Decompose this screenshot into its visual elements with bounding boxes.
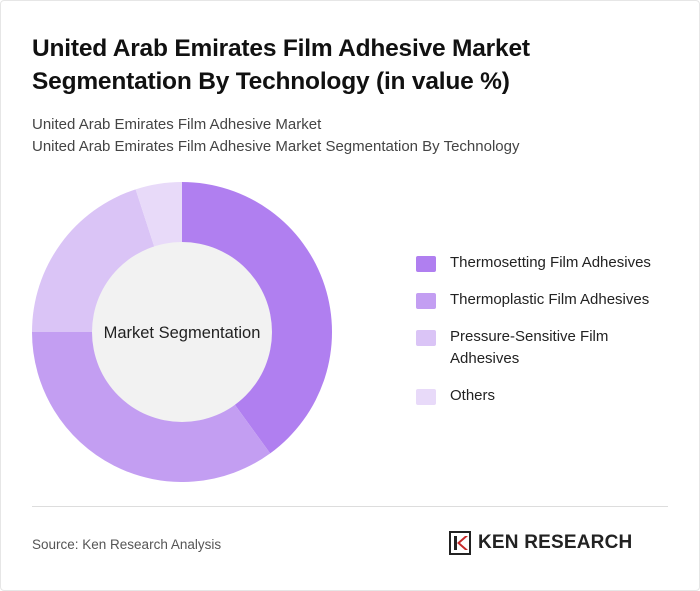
brand-logo: KEN RESEARCH bbox=[448, 530, 632, 556]
source-note: Source: Ken Research Analysis bbox=[32, 537, 222, 552]
donut-center-label: Market Segmentation bbox=[104, 324, 261, 342]
donut-hole bbox=[92, 242, 272, 422]
ken-research-logo-icon bbox=[449, 531, 471, 555]
legend-swatch bbox=[416, 293, 436, 309]
legend-label: Pressure-Sensitive Film Adhesives bbox=[450, 328, 609, 367]
chart-legend: Thermosetting Film Adhesives Thermoplast… bbox=[416, 252, 676, 422]
brand-name: KEN RESEARCH bbox=[478, 532, 633, 553]
footer-divider bbox=[32, 506, 668, 507]
subtitle-line-1: United Arab Emirates Film Adhesive Marke… bbox=[32, 116, 322, 133]
chart-title: United Arab Emirates Film Adhesive Marke… bbox=[32, 35, 530, 95]
chart-subtitle: United Arab Emirates Film Adhesive Marke… bbox=[32, 114, 672, 158]
legend-item-thermoplastic: Thermoplastic Film Adhesives bbox=[416, 289, 676, 311]
legend-label: Others bbox=[450, 387, 496, 404]
legend-item-thermosetting: Thermosetting Film Adhesives bbox=[416, 252, 676, 274]
legend-item-pressure-sensitive: Pressure-Sensitive Film Adhesives bbox=[416, 326, 676, 370]
legend-label: Thermoplastic Film Adhesives bbox=[450, 291, 650, 308]
legend-label: Thermosetting Film Adhesives bbox=[450, 254, 651, 271]
legend-item-others: Others bbox=[416, 385, 676, 407]
legend-swatch bbox=[416, 389, 436, 405]
legend-swatch bbox=[416, 256, 436, 272]
donut-chart: Market Segmentation bbox=[32, 182, 332, 482]
legend-swatch bbox=[416, 330, 436, 346]
subtitle-line-2: United Arab Emirates Film Adhesive Marke… bbox=[32, 138, 520, 155]
